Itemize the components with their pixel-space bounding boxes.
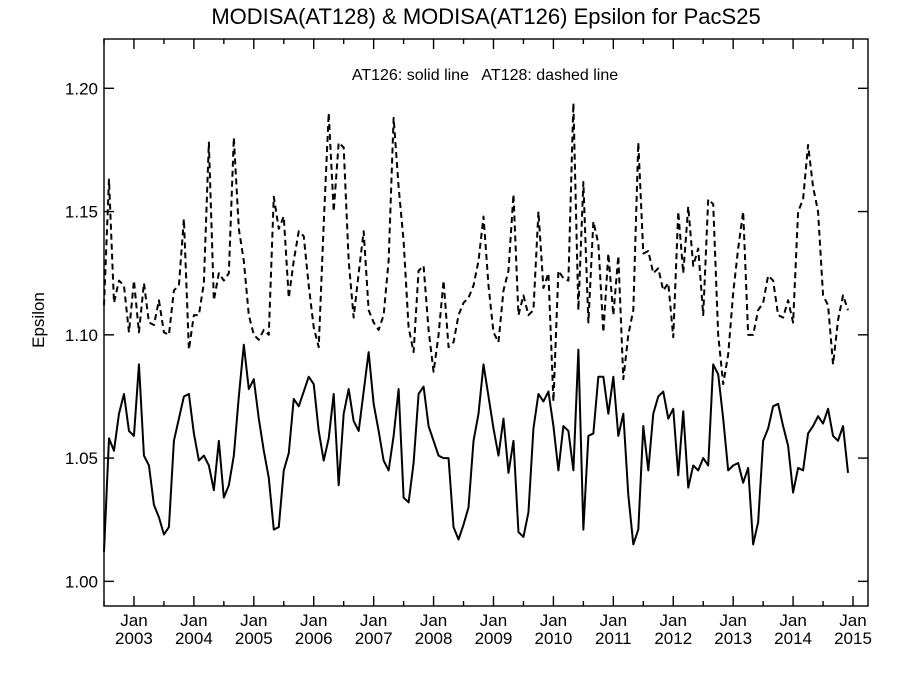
x-tick-month-label: Jan [240, 611, 267, 630]
y-tick-label: 1.00 [65, 572, 98, 591]
y-tick-label: 1.05 [65, 449, 98, 468]
y-axis-ticks: 1.00 1.05 1.10 1.15 1.20 [65, 79, 868, 591]
x-tick-year-label: 2014 [774, 629, 812, 648]
y-tick-label: 1.15 [65, 203, 98, 222]
x-tick-year-label: 2012 [654, 629, 692, 648]
series-line-at126 [103, 343, 850, 552]
x-tick-year-label: 2013 [714, 629, 752, 648]
x-tick-month-label: Jan [779, 611, 806, 630]
x-tick-month-label: Jan [360, 611, 387, 630]
series-layer [103, 102, 850, 552]
y-tick-label: 1.10 [65, 326, 98, 345]
x-tick-year-label: 2015 [834, 629, 872, 648]
y-axis-label: Epsilon [29, 292, 48, 348]
x-tick-month-label: Jan [719, 611, 746, 630]
x-tick-year-label: 2010 [534, 629, 572, 648]
x-tick-year-label: 2003 [115, 629, 153, 648]
x-tick-month-label: Jan [839, 611, 866, 630]
x-tick-year-label: 2005 [235, 629, 273, 648]
x-tick-year-label: 2007 [355, 629, 393, 648]
series-line-at128 [103, 102, 849, 403]
plot-frame [103, 38, 869, 607]
x-tick-month-label: Jan [300, 611, 327, 630]
x-tick-year-label: 2006 [295, 629, 333, 648]
y-tick-label: 1.20 [65, 79, 98, 98]
x-tick-month-label: Jan [540, 611, 567, 630]
series-style-annotation: AT126: solid line AT128: dashed line [352, 67, 618, 84]
x-tick-year-label: 2011 [595, 629, 632, 648]
x-tick-month-label: Jan [180, 611, 207, 630]
chart-title: MODISA(AT128) & MODISA(AT126) Epsilon fo… [211, 4, 760, 29]
x-tick-year-label: 2009 [475, 629, 513, 648]
x-tick-month-label: Jan [660, 611, 687, 630]
x-axis-ticks: Jan2003Jan2004Jan2005Jan2006Jan2007Jan20… [103, 39, 872, 648]
x-tick-month-label: Jan [420, 611, 447, 630]
x-tick-year-label: 2008 [415, 629, 453, 648]
x-tick-month-label: Jan [600, 611, 627, 630]
x-tick-year-label: 2004 [175, 629, 213, 648]
x-tick-month-label: Jan [480, 611, 507, 630]
x-tick-month-label: Jan [120, 611, 147, 630]
